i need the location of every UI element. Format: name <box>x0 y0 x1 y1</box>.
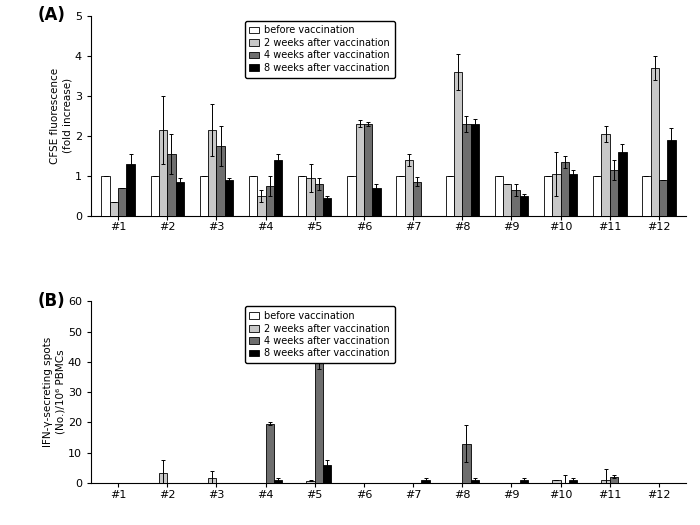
Bar <box>159 474 167 483</box>
Bar <box>208 130 216 216</box>
Bar <box>552 480 561 483</box>
Bar <box>102 175 110 216</box>
Bar <box>265 424 274 483</box>
Bar <box>610 477 618 483</box>
Bar <box>176 182 184 216</box>
Bar <box>495 175 503 216</box>
Bar <box>593 175 601 216</box>
Bar <box>127 164 135 216</box>
Bar <box>315 184 323 216</box>
Legend: before vaccination, 2 weeks after vaccination, 4 weeks after vaccination, 8 week: before vaccination, 2 weeks after vaccin… <box>244 20 395 78</box>
Bar <box>315 363 323 483</box>
Legend: before vaccination, 2 weeks after vaccination, 4 weeks after vaccination, 8 week: before vaccination, 2 weeks after vaccin… <box>244 306 395 363</box>
Bar <box>454 72 462 216</box>
Bar <box>413 182 421 216</box>
Bar <box>150 175 159 216</box>
Bar <box>470 480 479 483</box>
Bar <box>257 196 265 216</box>
Bar <box>610 170 618 216</box>
Bar <box>167 154 176 216</box>
Text: (B): (B) <box>38 292 65 310</box>
Bar <box>520 196 528 216</box>
Bar <box>199 175 208 216</box>
Bar <box>618 152 626 216</box>
Bar <box>520 480 528 483</box>
Bar <box>118 187 127 216</box>
Bar <box>216 145 225 216</box>
Bar <box>659 180 667 216</box>
Bar <box>265 185 274 216</box>
Bar <box>298 175 307 216</box>
Bar <box>462 444 470 483</box>
Bar <box>274 160 282 216</box>
Bar <box>569 174 577 216</box>
Bar <box>396 175 405 216</box>
Bar <box>642 175 650 216</box>
Bar <box>274 480 282 483</box>
Bar <box>364 124 372 216</box>
Bar <box>470 124 479 216</box>
Bar <box>544 175 552 216</box>
Bar <box>225 180 233 216</box>
Bar <box>601 134 610 216</box>
Bar <box>307 480 315 483</box>
Bar <box>503 184 512 216</box>
Bar <box>512 190 520 216</box>
Bar <box>347 175 356 216</box>
Bar <box>405 160 413 216</box>
Bar <box>561 162 569 216</box>
Bar <box>110 202 118 216</box>
Bar <box>462 124 470 216</box>
Bar <box>601 480 610 483</box>
Bar <box>307 177 315 216</box>
Text: (A): (A) <box>38 6 65 24</box>
Y-axis label: CFSE fluorescence
(fold increase): CFSE fluorescence (fold increase) <box>50 68 72 164</box>
Bar <box>445 175 454 216</box>
Bar <box>569 480 577 483</box>
Bar <box>356 124 364 216</box>
Bar <box>667 140 676 216</box>
Bar <box>372 188 381 216</box>
Bar <box>323 465 332 483</box>
Bar <box>552 174 561 216</box>
Bar <box>248 175 257 216</box>
Y-axis label: IFN-γ-secreting spots
(No.)/10⁶ PBMCs: IFN-γ-secreting spots (No.)/10⁶ PBMCs <box>43 337 65 447</box>
Bar <box>159 130 167 216</box>
Bar <box>421 480 430 483</box>
Bar <box>650 68 659 216</box>
Bar <box>323 197 332 216</box>
Bar <box>208 478 216 483</box>
